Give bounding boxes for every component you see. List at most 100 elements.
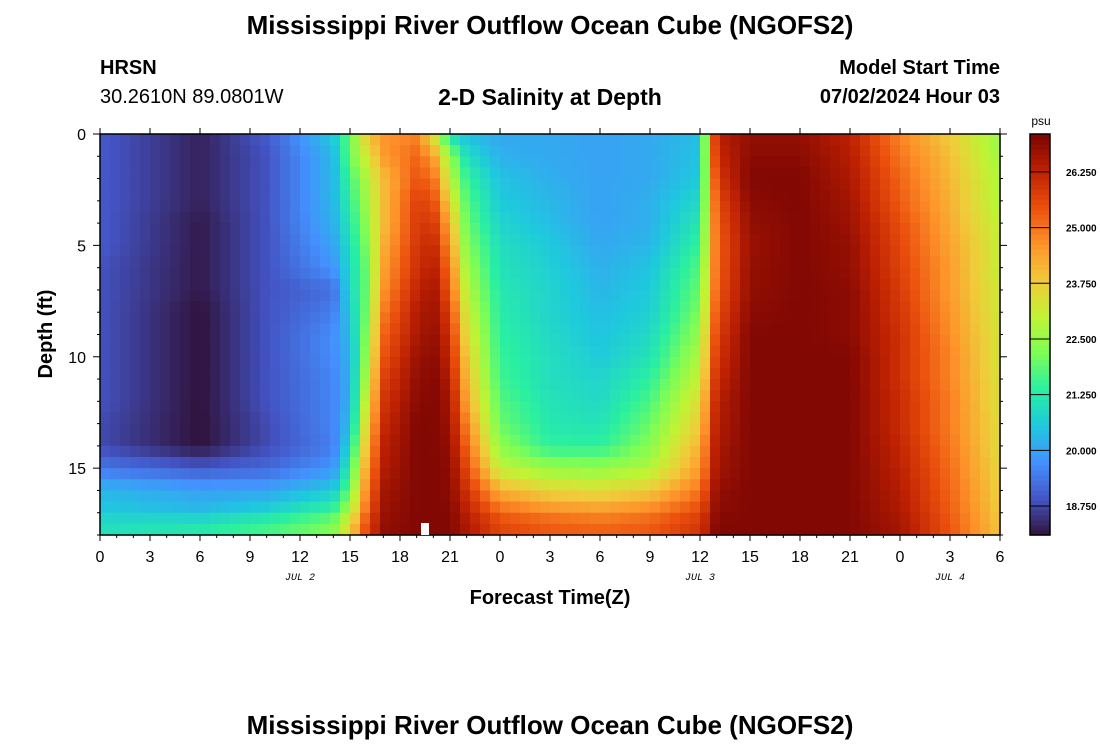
- heatmap-cell: [720, 423, 731, 436]
- heatmap-cell: [790, 379, 801, 391]
- heatmap-cell: [970, 301, 981, 313]
- heatmap-cell: [580, 323, 591, 336]
- heatmap-cell: [260, 356, 271, 369]
- heatmap-cell: [200, 200, 211, 213]
- colorbar-segment: [1030, 429, 1050, 436]
- heatmap-cell: [480, 167, 491, 180]
- y-tick-label: 15: [68, 461, 86, 478]
- heatmap-cell: [630, 512, 641, 525]
- heatmap-cell: [490, 345, 501, 358]
- heatmap-cell: [120, 434, 131, 447]
- heatmap-cell: [180, 367, 191, 380]
- heatmap-cell: [620, 423, 631, 436]
- heatmap-cell: [110, 512, 121, 525]
- heatmap-cell: [480, 512, 491, 525]
- heatmap-cell: [910, 134, 921, 146]
- heatmap-cell: [510, 234, 521, 246]
- heatmap-cell: [820, 289, 831, 302]
- heatmap-cell: [570, 334, 581, 347]
- heatmap-cell: [870, 256, 881, 269]
- heatmap-cell: [150, 356, 161, 369]
- heatmap-cell: [660, 134, 671, 146]
- heatmap-cell: [470, 356, 481, 369]
- heatmap-cell: [290, 256, 301, 269]
- heatmap-cell: [260, 267, 271, 280]
- heatmap-cell: [980, 200, 991, 213]
- heatmap-cell: [650, 367, 661, 380]
- heatmap-cell: [910, 479, 921, 492]
- heatmap-cell: [780, 301, 791, 313]
- heatmap-cell: [750, 312, 761, 324]
- heatmap-cell: [480, 245, 491, 258]
- heatmap-cell: [510, 468, 521, 480]
- heatmap-cell: [970, 512, 981, 525]
- heatmap-cell: [300, 156, 311, 169]
- heatmap-cell: [710, 390, 721, 402]
- heatmap-cell: [910, 301, 921, 313]
- heatmap-cell: [400, 167, 411, 180]
- heatmap-cell: [720, 278, 731, 291]
- heatmap-cell: [650, 468, 661, 480]
- heatmap-cell: [250, 289, 261, 302]
- heatmap-cell: [220, 512, 231, 525]
- heatmap-cell: [740, 468, 751, 480]
- heatmap-cell: [110, 367, 121, 380]
- heatmap-cell: [890, 156, 901, 169]
- heatmap-cell: [580, 468, 591, 480]
- heatmap-cell: [690, 434, 701, 447]
- heatmap-cell: [190, 323, 201, 336]
- heatmap-cell: [610, 445, 621, 458]
- colorbar-segment: [1030, 434, 1050, 441]
- heatmap-cell: [750, 156, 761, 169]
- heatmap-cell: [480, 457, 491, 469]
- x-tick-label: 15: [741, 549, 759, 566]
- heatmap-cell: [730, 312, 741, 324]
- heatmap-cell: [740, 245, 751, 258]
- heatmap-cell: [640, 211, 651, 224]
- heatmap-cell: [570, 512, 581, 525]
- heatmap-cell: [140, 256, 151, 269]
- heatmap-cell: [980, 457, 991, 469]
- heatmap-cell: [150, 512, 161, 525]
- heatmap-cell: [990, 334, 1001, 347]
- heatmap-cell: [140, 445, 151, 458]
- heatmap-cell: [300, 312, 311, 324]
- station-coordinates: 30.2610N 89.0801W: [100, 86, 284, 108]
- heatmap-cell: [540, 145, 551, 157]
- heatmap-cell: [520, 412, 531, 425]
- heatmap-cell: [540, 434, 551, 447]
- heatmap-cell: [910, 145, 921, 157]
- heatmap-cell: [450, 523, 461, 536]
- heatmap-cell: [560, 234, 571, 246]
- heatmap-cell: [630, 523, 641, 536]
- heatmap-cell: [190, 189, 201, 202]
- heatmap-cell: [790, 457, 801, 469]
- heatmap-cell: [850, 211, 861, 224]
- heatmap-cell: [720, 479, 731, 492]
- heatmap-cell: [690, 512, 701, 525]
- heatmap-cell: [510, 167, 521, 180]
- heatmap-cell: [620, 223, 631, 235]
- heatmap-cell: [200, 345, 211, 358]
- heatmap-cell: [110, 356, 121, 369]
- heatmap-cell: [290, 379, 301, 391]
- heatmap-cell: [820, 256, 831, 269]
- heatmap-cell: [910, 434, 921, 447]
- heatmap-cell: [360, 423, 371, 436]
- heatmap-cell: [570, 189, 581, 202]
- heatmap-cell: [670, 312, 681, 324]
- heatmap-cell: [250, 167, 261, 180]
- heatmap-cell: [950, 457, 961, 469]
- heatmap-cell: [390, 512, 401, 525]
- heatmap-cell: [590, 490, 601, 503]
- heatmap-cell: [830, 345, 841, 358]
- heatmap-cell: [740, 278, 751, 291]
- heatmap-cell: [970, 278, 981, 291]
- heatmap-cell: [160, 356, 171, 369]
- heatmap-cell: [680, 379, 691, 391]
- heatmap-cell: [590, 178, 601, 191]
- heatmap-cell: [660, 145, 671, 157]
- heatmap-cell: [570, 345, 581, 358]
- heatmap-cell: [590, 434, 601, 447]
- heatmap-cell: [940, 412, 951, 425]
